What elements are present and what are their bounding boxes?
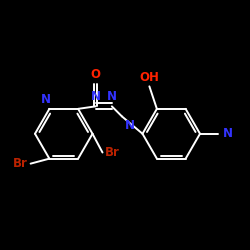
Text: OH: OH [140, 71, 159, 84]
Text: Br: Br [13, 157, 28, 170]
Text: N: N [90, 90, 101, 102]
Text: N: N [107, 90, 117, 102]
Text: N: N [41, 93, 51, 106]
Text: O: O [90, 68, 101, 81]
Text: Br: Br [105, 146, 120, 159]
Text: N: N [222, 127, 232, 140]
Text: N: N [124, 119, 134, 132]
